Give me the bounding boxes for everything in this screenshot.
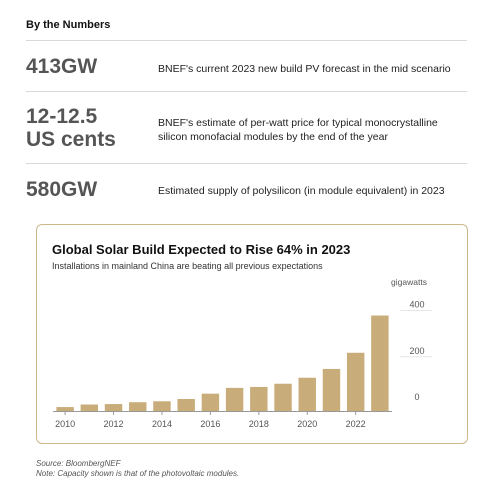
- bar: [201, 393, 220, 411]
- divider: [26, 91, 467, 92]
- x-tick-label: 2012: [104, 419, 124, 429]
- source-note: Source: BloombergNEF Note: Capacity show…: [36, 459, 239, 479]
- section-title: By the Numbers: [26, 19, 111, 31]
- chart-card: Global Solar Build Expected to Rise 64% …: [36, 224, 468, 444]
- bar: [250, 386, 268, 411]
- y-tick-label: 200: [409, 346, 424, 356]
- stat-value: 12-12.5 US cents: [26, 105, 116, 151]
- bar: [346, 352, 365, 411]
- bar: [298, 377, 316, 411]
- bar: [104, 404, 123, 411]
- divider: [26, 40, 467, 41]
- bar: [177, 398, 195, 411]
- stat-description-line: BNEF's estimate of per-watt price for ty…: [158, 117, 438, 129]
- x-tick-label: 2018: [249, 419, 269, 429]
- stat-value-line: 413GW: [26, 55, 98, 78]
- stat-description-line: BNEF's current 2023 new build PV forecas…: [158, 63, 451, 75]
- x-tick-label: 2010: [55, 419, 75, 429]
- bar: [225, 387, 244, 411]
- y-tick-label: 400: [409, 300, 424, 310]
- y-axis-label: gigawatts: [391, 277, 427, 287]
- x-tick-label: 2020: [297, 419, 317, 429]
- bar: [274, 383, 292, 411]
- stat-value: 580GW: [26, 178, 97, 201]
- y-tick-label: 0: [414, 392, 419, 402]
- stat-value-line: 580GW: [26, 178, 98, 201]
- stat-description: BNEF's estimate of per-watt price for ty…: [158, 116, 468, 144]
- chart-title: Global Solar Build Expected to Rise 64% …: [52, 242, 351, 257]
- stat-value-line: 12-12.5: [26, 105, 98, 128]
- x-tick-label: 2016: [200, 419, 220, 429]
- bar: [322, 368, 341, 411]
- bar: [153, 401, 171, 411]
- stat-description: BNEF's current 2023 new build PV forecas…: [158, 62, 468, 76]
- bar-chart: 0 200 400 gigawatts 2010 2012 2014 2016 2018 2020…: [53, 277, 432, 429]
- x-tick-label: 2014: [152, 419, 172, 429]
- stat-description: Estimated supply of polysilicon (in modu…: [158, 184, 468, 198]
- divider: [26, 163, 467, 164]
- bar: [56, 407, 74, 411]
- bar: [129, 402, 147, 411]
- stat-value: 413GW: [26, 55, 97, 78]
- stat-value-line: US cents: [26, 128, 116, 151]
- note-line: Note: Capacity shown is that of the phot…: [36, 469, 240, 478]
- bar: [80, 404, 99, 411]
- bar: [371, 315, 389, 411]
- x-tick-label: 2022: [346, 419, 366, 429]
- stat-description-line: silicon monofacial modules by the end of…: [158, 131, 388, 143]
- chart-subtitle: Installations in mainland China are beat…: [52, 261, 323, 271]
- source-line: Source: BloombergNEF: [36, 459, 121, 468]
- stat-description-line: Estimated supply of polysilicon (in modu…: [158, 185, 445, 197]
